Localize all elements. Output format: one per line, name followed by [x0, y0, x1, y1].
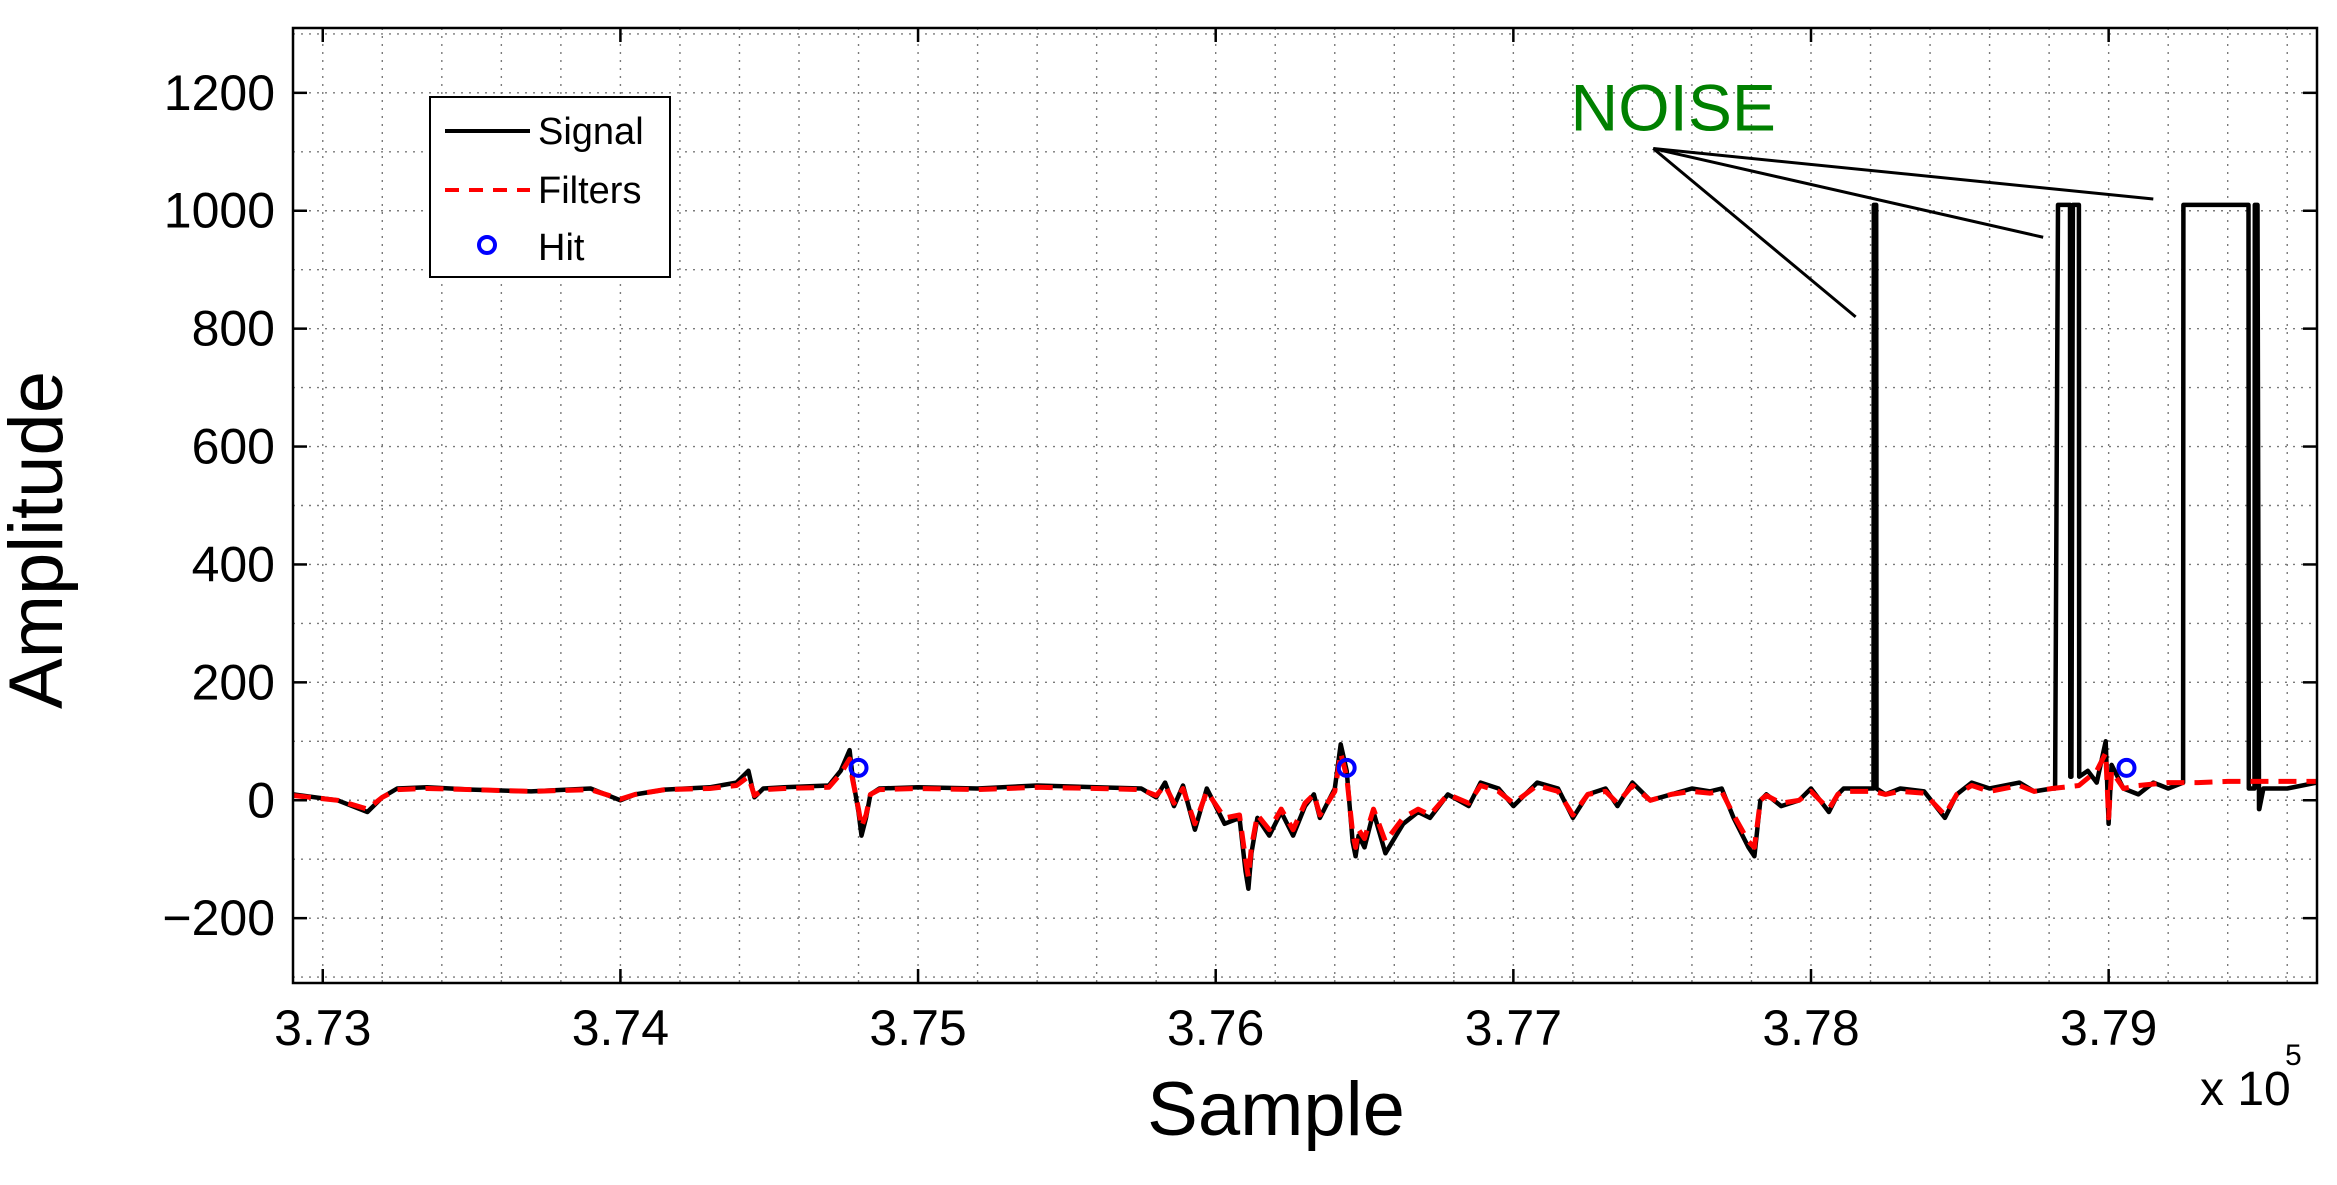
x-tick-label: 3.73	[274, 1000, 371, 1056]
annotation-noise-label: NOISE	[1571, 71, 1776, 145]
axes-box	[291, 26, 2319, 985]
y-tick-label: 1000	[164, 183, 275, 239]
hit-marker	[1336, 757, 1357, 778]
y-axis-title: Amplitude	[0, 371, 79, 709]
y-tick-label: 400	[192, 536, 275, 592]
tick-labels: 3.73 3.74 3.75 3.76 3.77 3.78 3.79 −200 0 200 400 6…	[162, 65, 2157, 1056]
annotation-pointer-line	[1652, 147, 2044, 239]
legend-swatch-hit	[477, 235, 497, 255]
y-tick-label: 1200	[164, 65, 275, 121]
legend-label-hit: Hit	[538, 227, 585, 269]
x-tick-label: 3.77	[1465, 1000, 1562, 1056]
x-tick-label: 3.78	[1762, 1000, 1859, 1056]
hit-marker	[2116, 757, 2137, 778]
axes-frame	[291, 26, 2319, 985]
annotation-group: NOISE	[1571, 71, 2154, 319]
x-tick-label: 3.74	[572, 1000, 669, 1056]
x-axis-exponent: x 10	[2200, 1063, 2291, 1116]
hit-marker	[848, 757, 869, 778]
y-tick-label: 0	[247, 772, 275, 828]
y-tick-label: 600	[192, 419, 275, 475]
annotation-pointer-line	[1653, 147, 2154, 201]
y-tick-label: 200	[192, 654, 275, 710]
x-tick-label: 3.75	[869, 1000, 966, 1056]
x-axis-exponent-power: 5	[2285, 1039, 2302, 1072]
legend-label-filters: Filters	[538, 170, 641, 212]
annotation-pointer-line	[1652, 147, 1857, 319]
plot-area	[292, 202, 2318, 891]
x-tick-label: 3.79	[2060, 1000, 2157, 1056]
legend: Signal Filters Hit	[429, 96, 671, 278]
legend-box	[429, 96, 671, 278]
y-tick-label: −200	[162, 890, 275, 946]
legend-label-signal: Signal	[538, 111, 644, 153]
x-tick-label: 3.76	[1167, 1000, 1264, 1056]
x-axis-title: Sample	[1147, 1067, 1405, 1152]
y-tick-label: 800	[192, 301, 275, 357]
